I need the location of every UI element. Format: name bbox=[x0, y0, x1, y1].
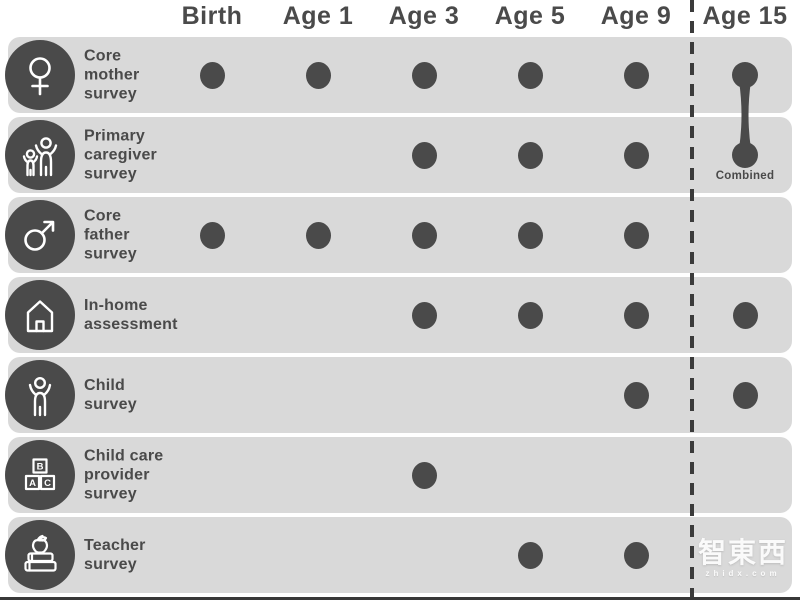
data-dot bbox=[517, 541, 543, 569]
block-letter-b: B bbox=[37, 462, 44, 473]
bottom-rule bbox=[0, 597, 800, 600]
row-label: In-home assessment bbox=[84, 297, 178, 333]
combined-marker bbox=[732, 62, 758, 168]
data-dot bbox=[517, 141, 543, 169]
data-dot bbox=[411, 141, 437, 169]
data-dot bbox=[305, 61, 331, 89]
block-letter-a: A bbox=[29, 478, 36, 489]
data-dot bbox=[517, 61, 543, 89]
row-label: Teacher survey bbox=[84, 537, 146, 573]
column-header-age-3: Age 3 bbox=[388, 2, 460, 30]
column-header-age-1: Age 1 bbox=[282, 2, 354, 30]
child-icon bbox=[5, 360, 75, 430]
row-label: Child survey bbox=[84, 377, 137, 413]
female-icon bbox=[5, 40, 75, 110]
data-dot bbox=[623, 221, 649, 249]
data-dot bbox=[411, 221, 437, 249]
books-icon bbox=[5, 520, 75, 590]
data-dot bbox=[517, 221, 543, 249]
row-label: Core father survey bbox=[84, 207, 137, 263]
combined-label: Combined bbox=[715, 170, 775, 182]
data-dot bbox=[517, 301, 543, 329]
data-dot bbox=[305, 221, 331, 249]
data-dot bbox=[732, 301, 758, 329]
row-core-father-survey: Core father survey bbox=[5, 197, 792, 273]
data-dot bbox=[411, 301, 437, 329]
row-child-survey: Child survey bbox=[5, 357, 792, 433]
column-header-birth: Birth bbox=[181, 2, 243, 30]
data-dot bbox=[623, 61, 649, 89]
column-header-age-15: Age 15 bbox=[702, 2, 788, 30]
data-dot bbox=[732, 381, 758, 409]
data-dot bbox=[623, 381, 649, 409]
data-dot bbox=[199, 61, 225, 89]
row-teacher-survey: Teacher survey bbox=[5, 517, 792, 593]
home-icon bbox=[5, 280, 75, 350]
data-dot bbox=[623, 141, 649, 169]
data-dot bbox=[411, 61, 437, 89]
block-letter-c: C bbox=[44, 478, 51, 489]
row-label: Core mother survey bbox=[84, 47, 140, 103]
row-core-mother-survey: Core mother survey bbox=[5, 37, 792, 113]
data-dot bbox=[623, 301, 649, 329]
row-primary-caregiver-survey: Primary caregiver survey bbox=[5, 117, 792, 193]
row-label: Primary caregiver survey bbox=[84, 127, 157, 183]
caregiver-icon bbox=[5, 120, 75, 190]
data-dot bbox=[623, 541, 649, 569]
data-dot bbox=[199, 221, 225, 249]
data-dot bbox=[411, 461, 437, 489]
male-icon bbox=[5, 200, 75, 270]
age15-dashed-divider bbox=[690, 0, 694, 597]
column-header-age-5: Age 5 bbox=[494, 2, 566, 30]
row-child-care-provider-survey: B A C Child care provider survey bbox=[5, 437, 792, 513]
row-label: Child care provider survey bbox=[84, 447, 164, 503]
row-in-home-assessment: In-home assessment bbox=[5, 277, 792, 353]
column-header-age-9: Age 9 bbox=[600, 2, 672, 30]
blocks-icon: B A C bbox=[5, 440, 75, 510]
